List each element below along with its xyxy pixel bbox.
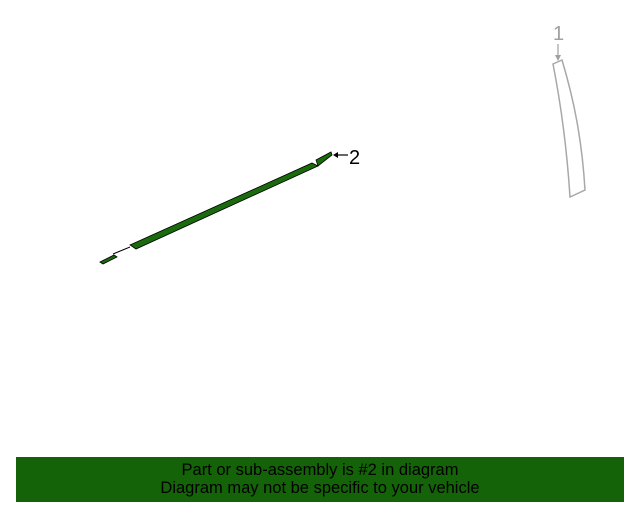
part-1-pillar-trim[interactable]	[552, 58, 586, 199]
banner-line-disclaimer: Diagram may not be specific to your vehi…	[160, 479, 480, 497]
banner-line-part: Part or sub-assembly is #2 in diagram	[181, 461, 459, 479]
callout-number-1[interactable]: 1	[553, 23, 565, 45]
callout-number-2[interactable]: 2	[349, 147, 361, 169]
callout-2-arrow	[333, 152, 348, 158]
callout-1-arrow	[555, 44, 561, 61]
info-banner: Part or sub-assembly is #2 in diagram Di…	[16, 457, 624, 502]
part-2-molding[interactable]	[99, 151, 333, 265]
